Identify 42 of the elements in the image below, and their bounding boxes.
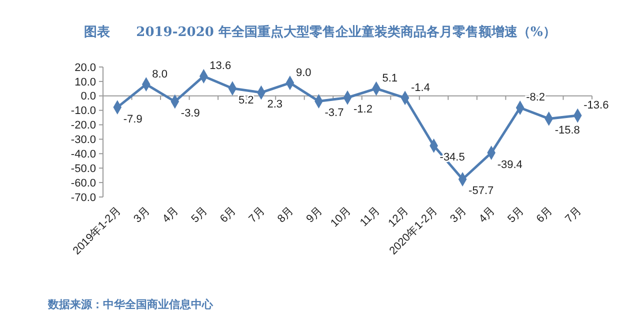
data-label: -7.9 <box>123 113 142 126</box>
y-tick-label: 0.0 <box>80 90 96 103</box>
x-tick-label: 6月 <box>218 204 239 226</box>
data-label: 2.3 <box>267 98 283 111</box>
data-label: -8.2 <box>526 92 546 104</box>
x-tick-label: 7月 <box>563 204 584 226</box>
x-tick-label: 9月 <box>304 204 325 226</box>
data-label: -39.4 <box>497 158 522 171</box>
data-label: -57.7 <box>468 185 494 198</box>
data-label: -1.4 <box>411 82 430 94</box>
chart-title: 图表 2019-2020 年全国重点大型零售企业童装类商品各月零售额增速（%） <box>84 24 556 40</box>
y-tick-label: -60.0 <box>70 177 96 190</box>
y-tick-label: -30.0 <box>70 134 96 146</box>
x-tick-label: 4月 <box>160 204 182 226</box>
y-tick-label: -10.0 <box>70 105 96 118</box>
y-tick-label: 10.0 <box>74 76 96 88</box>
data-label: 5.1 <box>382 72 398 85</box>
x-tick-label: 4月 <box>476 204 498 226</box>
x-tick-label: 10月 <box>328 204 354 230</box>
data-label: -3.9 <box>180 108 200 120</box>
data-label: 5.2 <box>238 94 254 106</box>
data-label: -13.6 <box>584 100 609 112</box>
source-note: 数据来源：中华全国商业信息中心 <box>47 298 214 311</box>
x-tick-label: 7月 <box>246 204 268 226</box>
y-tick-label: -70.0 <box>70 192 96 204</box>
y-tick-label: -20.0 <box>70 120 96 132</box>
y-tick-label: -40.0 <box>70 148 96 161</box>
x-tick-label: 6月 <box>534 204 555 226</box>
x-tick-label: 5月 <box>189 204 210 226</box>
data-label: -1.2 <box>354 104 372 116</box>
x-tick-label: 3月 <box>448 204 469 226</box>
x-tick-label: 3月 <box>132 204 152 226</box>
x-tick-label: 8月 <box>275 204 296 226</box>
data-label: 9.0 <box>296 66 312 79</box>
y-tick-label: -50.0 <box>70 162 96 175</box>
data-label: 8.0 <box>152 68 168 80</box>
data-label: -15.8 <box>554 124 580 137</box>
x-tick-label: 5月 <box>506 204 526 226</box>
data-label: -3.7 <box>324 107 344 120</box>
x-tick-label: 11月 <box>358 204 382 229</box>
data-label: 13.6 <box>210 60 232 72</box>
y-tick-label: 20.0 <box>74 62 96 74</box>
